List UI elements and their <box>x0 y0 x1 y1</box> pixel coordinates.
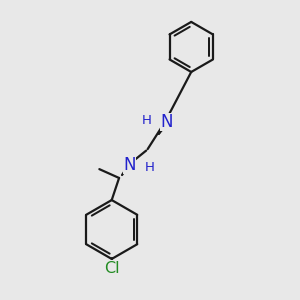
Text: H: H <box>145 160 155 174</box>
Text: N: N <box>160 113 172 131</box>
Text: N: N <box>123 156 136 174</box>
Text: H: H <box>142 114 152 127</box>
Text: Cl: Cl <box>104 261 119 276</box>
